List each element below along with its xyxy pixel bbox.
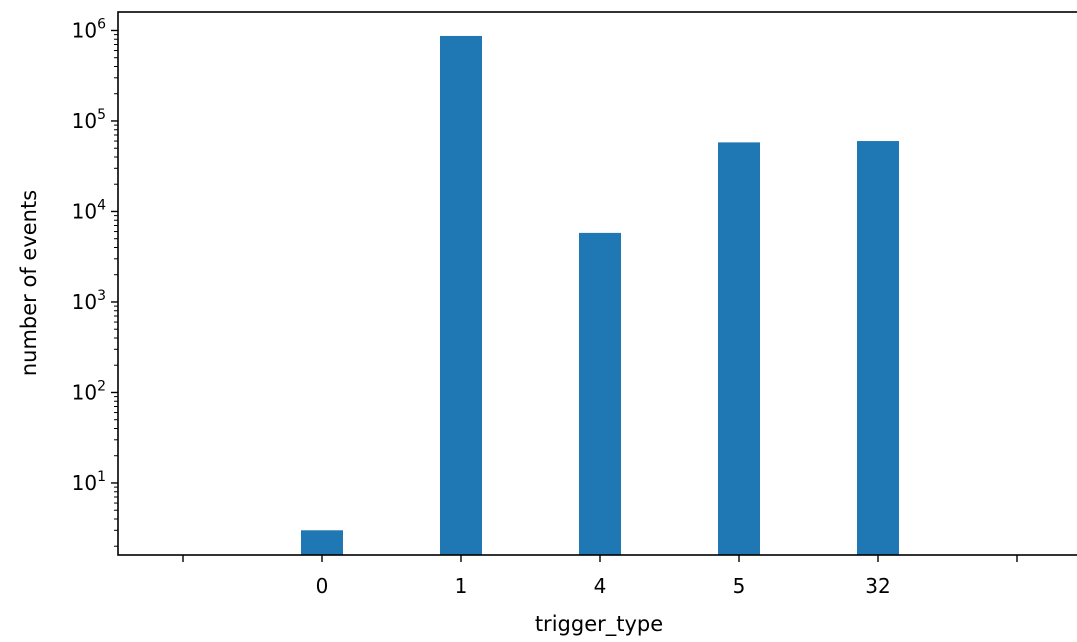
y-axis-ticks: 101 102 103 104 105 106	[72, 16, 118, 547]
y-tick-label: 102	[72, 378, 106, 404]
x-tick-label: 4	[594, 574, 607, 598]
bar-5	[718, 142, 760, 555]
y-tick-label: 101	[72, 469, 106, 495]
x-axis-ticks: 0 1 4 5 32	[182, 555, 1018, 598]
x-tick-label: 0	[316, 574, 329, 598]
bar-32	[857, 141, 899, 555]
bars	[301, 35, 899, 556]
y-tick-label: 104	[72, 197, 106, 223]
x-axis-label: trigger_type	[535, 612, 663, 637]
y-tick-label: 103	[72, 288, 106, 314]
x-tick-label: 32	[865, 574, 890, 598]
y-tick-label: 106	[72, 16, 106, 42]
bar-0	[301, 530, 343, 555]
x-tick-label: 5	[733, 574, 746, 598]
bar-1	[440, 35, 482, 556]
y-tick-label: 105	[72, 107, 106, 133]
bar-4	[579, 232, 621, 555]
x-tick-label: 1	[455, 574, 468, 598]
plot-frame	[117, 11, 1077, 556]
y-axis-label: number of events	[17, 190, 41, 376]
